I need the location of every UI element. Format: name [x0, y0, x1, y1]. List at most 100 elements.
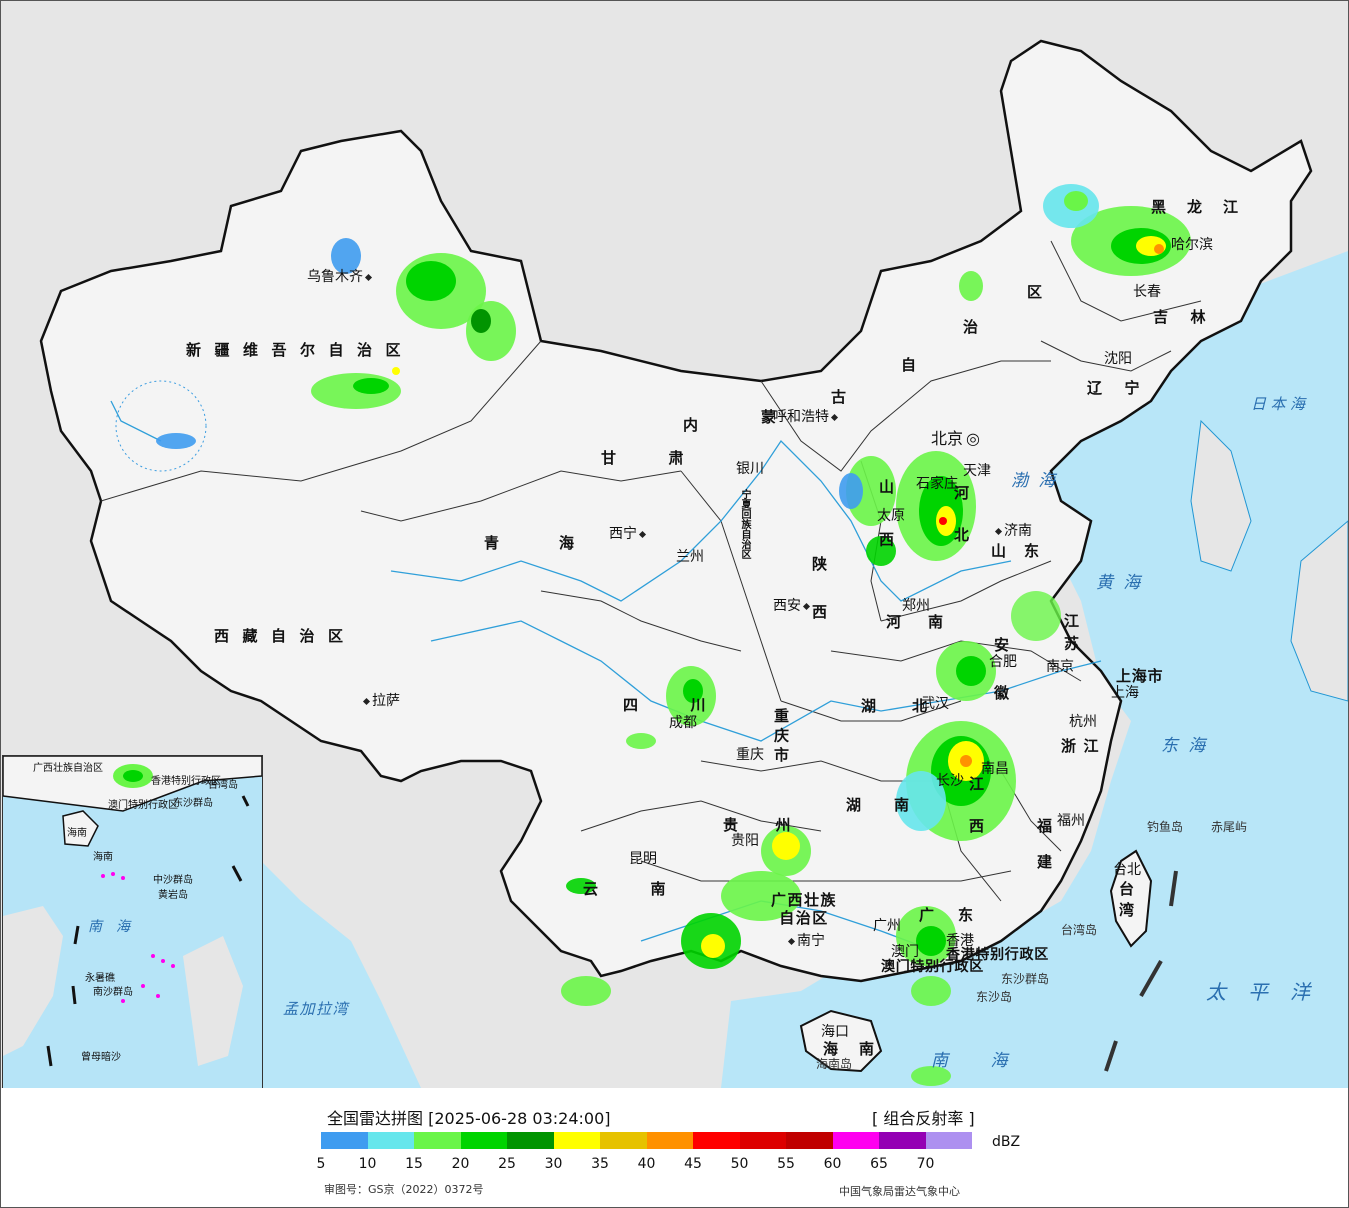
city-hohhot: 呼和浩特	[773, 409, 840, 425]
sea-label-bohai: 渤海	[1011, 471, 1066, 491]
colorbar-tick-label: 45	[684, 1156, 702, 1172]
city-dot	[830, 413, 839, 421]
province-label-yunnan: 云南	[583, 880, 719, 898]
colorbar-tick-label: 55	[777, 1156, 795, 1172]
colorbar-swatch	[414, 1132, 461, 1149]
hainan-island	[799, 1009, 883, 1073]
inset-label-yongshujiao: 永暑礁	[85, 973, 115, 984]
province-label-guizhou: 贵州	[723, 816, 829, 834]
city-shenyang: 沈阳	[1104, 351, 1132, 367]
legend-unit: dBZ	[992, 1134, 1021, 1150]
colorbar-swatch	[553, 1132, 600, 1149]
inset-label-nansha: 南沙群岛	[93, 987, 133, 998]
neimenggu-char-4: 自	[901, 356, 930, 374]
colorbar-swatch	[739, 1132, 786, 1149]
inset-label-nanhai: 南海	[88, 919, 144, 935]
province-label-ningxia: 宁夏回族自治区	[739, 489, 750, 559]
province-label-xianggang: 香港特别行政区	[946, 947, 1049, 963]
colorbar-tick-label: 30	[544, 1156, 563, 1172]
province-label-guangdong: 广东	[919, 906, 998, 924]
city-dot	[994, 527, 1003, 535]
province-label-xizang: 西藏自治区	[214, 627, 357, 645]
city-chongqing: 重庆	[736, 747, 764, 763]
korea-land	[1190, 419, 1252, 572]
colorbar-tick-label: 20	[451, 1156, 470, 1172]
neimenggu-char-2: 蒙	[761, 408, 790, 426]
inset-label-huangyandao: 黄岩岛	[158, 890, 188, 901]
inset-label-zengmuansha: 曾母暗沙	[81, 1052, 121, 1063]
radar-map: 新疆维吾尔自治区 西藏自治区 青海 甘肃 四川 云南 贵州 重庆市 陕西 河南 …	[1, 1, 1348, 1088]
echo-xinjiang-north	[156, 238, 516, 449]
city-taibei: 台北	[1113, 862, 1141, 878]
province-label-liaoning: 辽宁	[1087, 379, 1163, 397]
province-label-gansu: 甘肃	[601, 449, 737, 467]
colorbar-tick-label: 5	[316, 1156, 326, 1172]
inset-label-taiwandao: 台湾岛	[208, 780, 238, 791]
island-label-taiwandao: 台湾岛	[1061, 923, 1098, 937]
colorbar-tick-label: 40	[637, 1156, 656, 1172]
island-label-chiweiyu: 赤尾屿	[1211, 820, 1248, 834]
neimenggu-char-5: 治	[963, 318, 992, 336]
city-yinchuan: 银川	[736, 461, 764, 477]
city-dot	[362, 697, 371, 705]
echo-sichuan	[626, 666, 716, 749]
province-label-jiangxi: 江西	[967, 776, 985, 860]
city-beijing: 北京 ◎	[931, 429, 980, 448]
maritime-boundaries	[1104, 870, 1178, 1072]
inset-label-xianggang: 香港特别行政区	[151, 776, 221, 787]
inset-label-hainan-2: 海南	[93, 852, 113, 863]
radar-range-circle	[115, 380, 207, 472]
province-label-heilongjiang: 黑龙江	[1151, 198, 1260, 216]
province-label-fujian: 福建	[1035, 818, 1053, 890]
province-label-hebei: 河北	[952, 485, 970, 569]
city-tianjin: 天津	[963, 463, 991, 479]
colorbar-swatch	[367, 1132, 414, 1149]
credit-text: 中国气象局雷达气象中心	[839, 1185, 960, 1198]
sea-label-ribenhai: 日本海	[1251, 395, 1310, 413]
city-dot	[802, 602, 811, 610]
city-xining: 西宁	[609, 526, 648, 542]
city-xianggang: 香港	[946, 933, 974, 949]
sea-label-nanhai: 南海	[931, 1051, 1050, 1071]
province-label-jiangsu: 江苏	[1062, 613, 1080, 658]
map-approval-number: 审图号：GS京（2022）0372号	[324, 1183, 484, 1196]
colorbar-swatch	[460, 1132, 507, 1149]
city-aomen: 澳门	[891, 944, 919, 960]
province-label-aomen: 澳门特别行政区	[881, 959, 984, 975]
island-label-hainandao: 海南岛	[816, 1057, 853, 1071]
inset-label-hainan: 海南	[67, 828, 87, 839]
province-label-hainan: 海南	[823, 1040, 896, 1058]
sea-label-donghai: 东海	[1161, 736, 1216, 756]
colorbar-swatch	[879, 1132, 926, 1149]
colorbar-swatch	[832, 1132, 879, 1149]
colorbar-tick-label: 10	[358, 1156, 377, 1172]
colorbar-tick-label: 70	[916, 1156, 935, 1172]
city-urumqi: 乌鲁木齐	[307, 269, 374, 285]
colorbar-tick-label: 25	[498, 1156, 516, 1172]
colorbar-swatch	[925, 1132, 972, 1149]
inset-label-aomen: 澳门特别行政区	[108, 800, 178, 811]
inset-label-guangxi: 广西壮族自治区	[33, 763, 103, 774]
neimenggu-char-6: 区	[1027, 283, 1056, 301]
city-hangzhou: 杭州	[1069, 714, 1097, 730]
city-guangzhou: 广州	[873, 918, 901, 934]
island-label-diaoyudao: 钓鱼岛	[1147, 820, 1184, 834]
echo-guizhou-guangxi	[561, 826, 811, 1006]
province-label-chongqing: 重庆市	[772, 708, 790, 767]
province-label-shanxi: 山西	[877, 479, 895, 584]
colorbar-tick-label: 65	[870, 1156, 888, 1172]
city-guiyang: 贵阳	[731, 833, 759, 849]
province-label-sichuan: 四川	[623, 696, 759, 714]
city-zhengzhou: 郑州	[902, 598, 930, 614]
city-xian: 西安	[773, 598, 812, 614]
colorbar-swatch	[507, 1132, 554, 1149]
colorbar-tick-label: 15	[405, 1156, 423, 1172]
echo-yangtze	[896, 591, 1061, 841]
province-label-anhui: 安徽	[992, 637, 1010, 733]
inset-label-zhongsha: 中沙群岛	[153, 875, 193, 886]
city-changchun: 长春	[1133, 284, 1161, 300]
province-label-shaanxi: 陕西	[810, 556, 828, 652]
province-label-hunan: 湖南	[846, 796, 943, 814]
radar-echoes	[156, 184, 1191, 1086]
city-chengdu: 成都	[669, 715, 697, 731]
